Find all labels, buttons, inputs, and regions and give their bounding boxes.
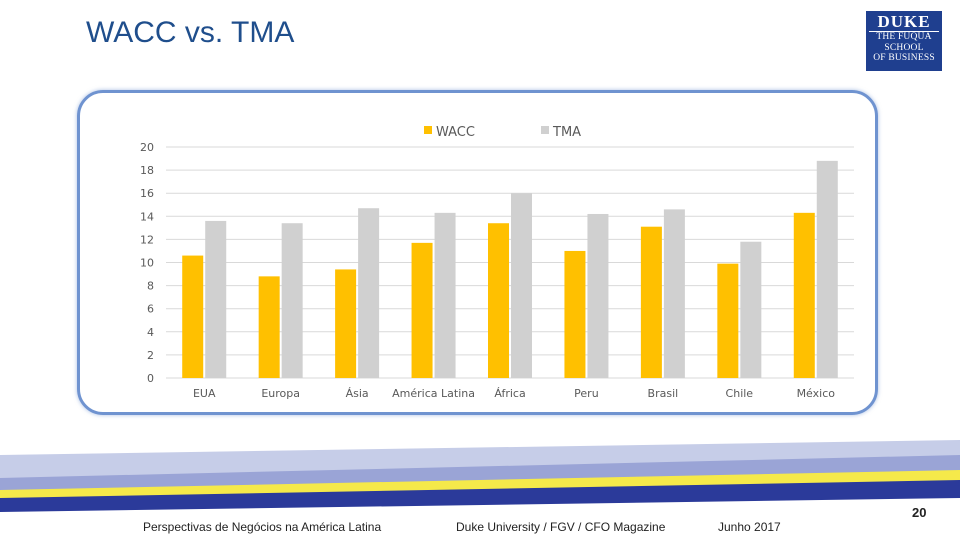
y-tick-label: 8	[147, 280, 154, 293]
y-tick-label: 2	[147, 349, 154, 362]
bar-wacc	[411, 242, 433, 378]
x-tick-label: Peru	[574, 387, 599, 400]
x-tick-label: América Latina	[392, 387, 475, 400]
y-tick-label: 6	[147, 303, 154, 316]
footer-date: Junho 2017	[718, 520, 781, 534]
slide-title: WACC vs. TMA	[86, 16, 295, 49]
bar-tma	[511, 193, 532, 378]
bar-wacc	[793, 212, 815, 378]
bar-tma	[740, 241, 762, 378]
x-axis-ticks: EUA Europa Ásia América Latina África Peru Bra…	[193, 387, 835, 400]
y-tick-label: 16	[140, 187, 154, 200]
x-tick-label: Ásia	[346, 387, 369, 400]
legend: WACC TMA	[424, 125, 581, 140]
bars	[182, 160, 838, 378]
legend-swatch-wacc	[424, 126, 432, 134]
bar-wacc	[488, 223, 509, 378]
x-tick-label: Chile	[726, 387, 754, 400]
footer-left-text: Perspectivas de Negócios na América Lati…	[143, 520, 382, 534]
x-tick-label: África	[494, 387, 525, 400]
footer-center-text: Duke University / FGV / CFO Magazine	[456, 520, 666, 534]
bar-tma	[205, 220, 227, 378]
x-tick-label: EUA	[193, 387, 216, 400]
bar-wacc	[640, 226, 662, 378]
duke-fuqua-logo: DUKE THE FUQUA SCHOOL OF BUSINESS	[866, 11, 942, 71]
x-tick-label: Brasil	[648, 387, 679, 400]
y-tick-label: 4	[147, 326, 154, 339]
gridlines	[166, 146, 854, 379]
logo-line-fuqua: THE FUQUA	[876, 32, 932, 42]
y-tick-label: 12	[140, 233, 154, 246]
bar-tma	[663, 209, 685, 378]
logo-line-business: OF BUSINESS	[873, 53, 935, 63]
page-number: 20	[912, 505, 927, 520]
bar-tma	[281, 223, 303, 378]
bar-tma	[358, 208, 380, 378]
bar-tma	[434, 212, 456, 378]
footer-stripe-white	[0, 498, 960, 540]
bar-wacc	[564, 250, 586, 378]
bar-tma	[587, 213, 609, 378]
legend-swatch-tma	[541, 126, 549, 134]
x-tick-label: Europa	[261, 387, 300, 400]
bar-wacc	[182, 255, 204, 378]
bar-wacc	[717, 263, 739, 378]
logo-line-school: SCHOOL	[884, 42, 924, 53]
y-tick-label: 14	[140, 210, 154, 223]
logo-line-duke: DUKE	[869, 13, 939, 32]
footer-decoration	[0, 440, 960, 540]
bar-wacc	[335, 269, 357, 378]
y-tick-label: 18	[140, 164, 154, 177]
bar-tma	[816, 160, 838, 378]
y-axis-ticks: 0 2 4 6 8 10 12 14 16 18 20	[140, 141, 154, 385]
y-tick-label: 20	[140, 141, 154, 154]
y-tick-label: 0	[147, 372, 154, 385]
y-tick-label: 10	[140, 257, 154, 270]
footer-stripe-dark	[0, 480, 960, 515]
legend-label-tma: TMA	[552, 125, 581, 140]
legend-label-wacc: WACC	[436, 125, 475, 140]
bar-wacc	[258, 276, 280, 378]
chart-frame	[77, 90, 878, 415]
x-tick-label: México	[797, 387, 836, 400]
